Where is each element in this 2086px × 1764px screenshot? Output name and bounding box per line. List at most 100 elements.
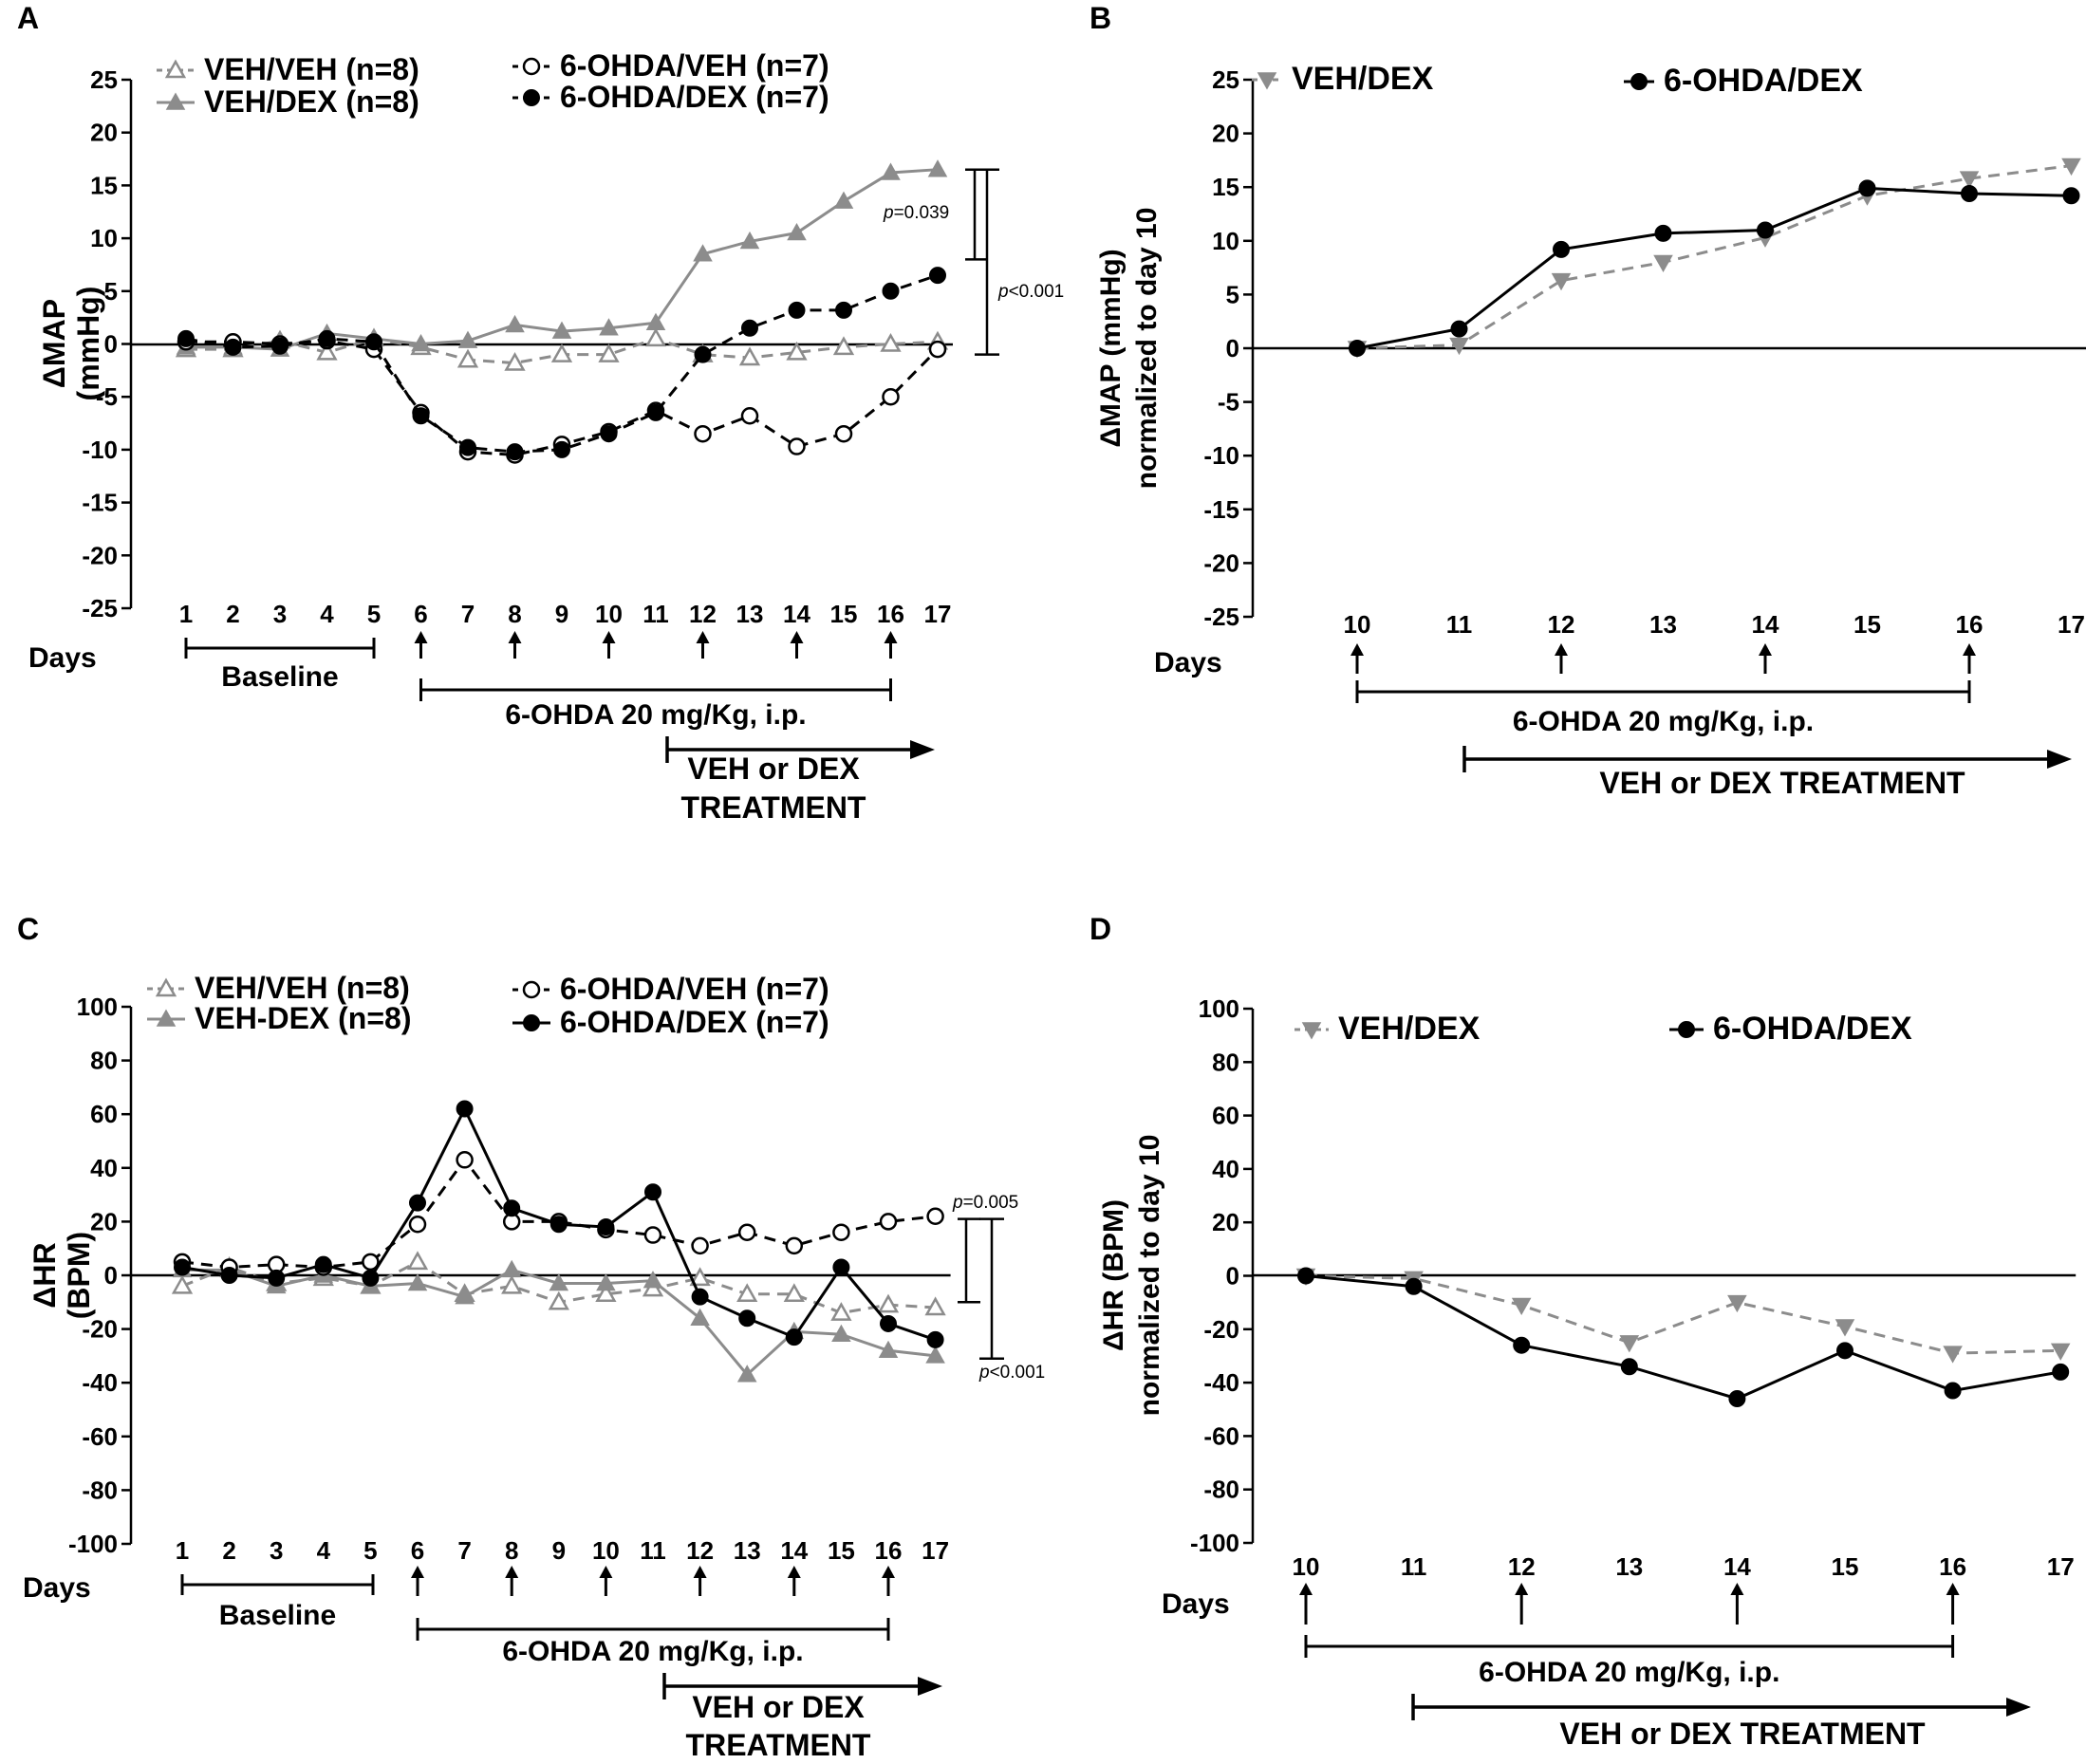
panel-c-series-3-point — [549, 1216, 568, 1234]
panel-b-series-0-point — [1959, 171, 1980, 189]
panel-c-ytick-label: -60 — [82, 1422, 118, 1451]
panel-b-xtick-label: 13 — [1649, 610, 1677, 639]
panel-a-series-1-point — [645, 312, 666, 330]
panel-a-series-1-point — [927, 159, 948, 177]
panel-b-injection-arrowhead — [1759, 643, 1772, 656]
panel-d-ytick-label: 20 — [1212, 1208, 1239, 1236]
panel-c-xtick-label: 17 — [922, 1536, 949, 1565]
panel-b-xtick-label: 17 — [2058, 610, 2085, 639]
panel-c-series-3-point — [362, 1269, 380, 1287]
panel-a-series-0-point — [738, 346, 761, 366]
panel-c-xtick-label: 12 — [686, 1536, 714, 1565]
panel-a-injection-arrowhead — [696, 631, 710, 643]
panel-c-legend-1-label: VEH-DEX (n=8) — [195, 1001, 411, 1035]
panel-a-treatment-label-line2: TREATMENT — [681, 790, 866, 825]
panel-d-injection-arrowhead — [1299, 1583, 1313, 1595]
panel-c-ytick-label: -100 — [68, 1530, 118, 1558]
panel-d-series-1-point — [1513, 1336, 1531, 1354]
panel-c-ytick-label: 20 — [90, 1207, 118, 1235]
panel-a-series-2-point — [834, 424, 853, 443]
panel-c-series-1-point — [831, 1324, 851, 1343]
panel-a-series-3-point — [835, 301, 852, 319]
panel-b-ytick-label: -25 — [1203, 603, 1239, 631]
panel-a-ytick-label: 25 — [90, 65, 118, 94]
panel-c-injection-arrowhead — [599, 1566, 613, 1578]
panel-d-series-0-point — [1511, 1297, 1532, 1315]
panel-a-ytick-label: 15 — [90, 171, 118, 199]
panel-c-series-0-point — [736, 1283, 758, 1303]
panel-b-legend-0-label: VEH/DEX — [1292, 61, 1434, 97]
panel-c-xtick-label: 6 — [411, 1536, 424, 1565]
panel-d-series-1-line — [1305, 1274, 2061, 1401]
panel-c-injection-arrowhead — [882, 1566, 895, 1578]
panel-a-xtick-label: 10 — [595, 600, 623, 628]
panel-a-series-2-point — [740, 407, 759, 425]
panel-c-series-2-point — [643, 1226, 662, 1244]
panel-a-legend-3-marker — [523, 89, 540, 106]
panel-b-series-1-point — [1450, 320, 1468, 338]
panel-c-significance-label: p=0.005 — [952, 1193, 1018, 1213]
panel-c-series-1-point — [549, 1272, 569, 1291]
panel-a-baseline-label: Baseline — [221, 661, 338, 693]
panel-d-legend-1-label: 6-OHDA/DEX — [1713, 1011, 1912, 1047]
panel-b-letter: B — [1090, 1, 1111, 35]
panel-b-ytick-label: -5 — [1218, 388, 1239, 417]
panel-d-ytick-label: 100 — [1199, 994, 1239, 1023]
panel-a-xtick-label: 17 — [924, 600, 952, 628]
panel-b-series-1-point — [1757, 221, 1774, 239]
panel-b-treatment-arrowhead — [2047, 750, 2072, 769]
panel-a-series-3-point — [788, 301, 806, 319]
panel-b-series-1-point — [1961, 184, 1978, 202]
panel-a-series-3-point — [365, 333, 382, 351]
panel-d-letter: D — [1090, 912, 1111, 946]
panel-a-ytick-label: -5 — [96, 382, 118, 411]
panel-d-xtick-label: 16 — [1939, 1552, 1966, 1581]
panel-c-xtick-label: 9 — [552, 1536, 566, 1565]
panel-d-ytick-label: 0 — [1226, 1262, 1239, 1291]
panel-c-series-3-point — [268, 1269, 286, 1287]
panel-a-ytick-label: 20 — [90, 119, 118, 147]
panel-d-ytick-label: 60 — [1212, 1102, 1239, 1130]
panel-a-series-0-point — [504, 352, 526, 371]
panel-a-series-3-point — [929, 267, 946, 285]
panel-c-ytick-label: 80 — [90, 1047, 118, 1075]
panel-d-series-1-point — [1728, 1389, 1746, 1407]
panel-a-legend-1-label: VEH/DEX (n=8) — [204, 84, 419, 119]
panel-d-injection-arrowhead — [1946, 1583, 1960, 1595]
panel-c-legend-2-marker — [522, 980, 541, 999]
panel-c-ytick-label: 0 — [104, 1261, 118, 1290]
panel-a-xlabel: Days — [28, 642, 97, 674]
panel-a-xtick-label: 14 — [783, 600, 810, 628]
panel-a-legend-0-marker — [164, 59, 187, 79]
panel-c-letter: C — [17, 912, 39, 946]
panel-b-series-0-point — [1551, 272, 1572, 291]
panel-a-legend-2-label: 6-OHDA/VEH (n=7) — [560, 48, 829, 83]
panel-a-injection-arrowhead — [790, 631, 804, 643]
panel-d-xlabel: Days — [1162, 1588, 1230, 1620]
panel-d-treatment-label-line1: VEH or DEX TREATMENT — [1559, 1717, 1926, 1751]
panel-c-xtick-label: 5 — [363, 1536, 377, 1565]
panel-d-series-1-point — [1297, 1267, 1314, 1285]
panel-c-series-0-point — [783, 1283, 805, 1303]
panel-c-legend-0-label: VEH/VEH (n=8) — [195, 971, 410, 1005]
panel-a-series-0-point — [316, 341, 338, 361]
panel-a-treatment-label-line1: VEH or DEX — [687, 752, 860, 786]
panel-d-series-0-point — [1943, 1346, 1963, 1364]
panel-a-series-0-point — [598, 344, 620, 362]
panel-a-series-3-point — [224, 338, 242, 356]
panel-a-significance-label: p=0.039 — [883, 203, 949, 223]
panel-c-series-3-point — [174, 1258, 191, 1276]
panel-c-ytick-label: 60 — [90, 1100, 118, 1128]
panel-a-series-1-point — [411, 333, 431, 352]
panel-a-ytick-label: 0 — [104, 330, 118, 359]
panel-c-treatment-label-line2: TREATMENT — [686, 1728, 871, 1762]
panel-b-ytick-label: 25 — [1212, 65, 1239, 94]
panel-c-injection-arrowhead — [505, 1566, 519, 1578]
panel-d-legend-0-marker — [1301, 1022, 1322, 1040]
panel-a-series-1-point — [787, 223, 807, 241]
panel-a-ytick-label: 5 — [104, 277, 118, 306]
panel-c-treatment-label-line1: VEH or DEX — [692, 1690, 865, 1724]
panel-c-xtick-label: 15 — [828, 1536, 855, 1565]
panel-a-series-1-point — [599, 318, 619, 336]
panel-a-series-3-point — [459, 438, 476, 456]
